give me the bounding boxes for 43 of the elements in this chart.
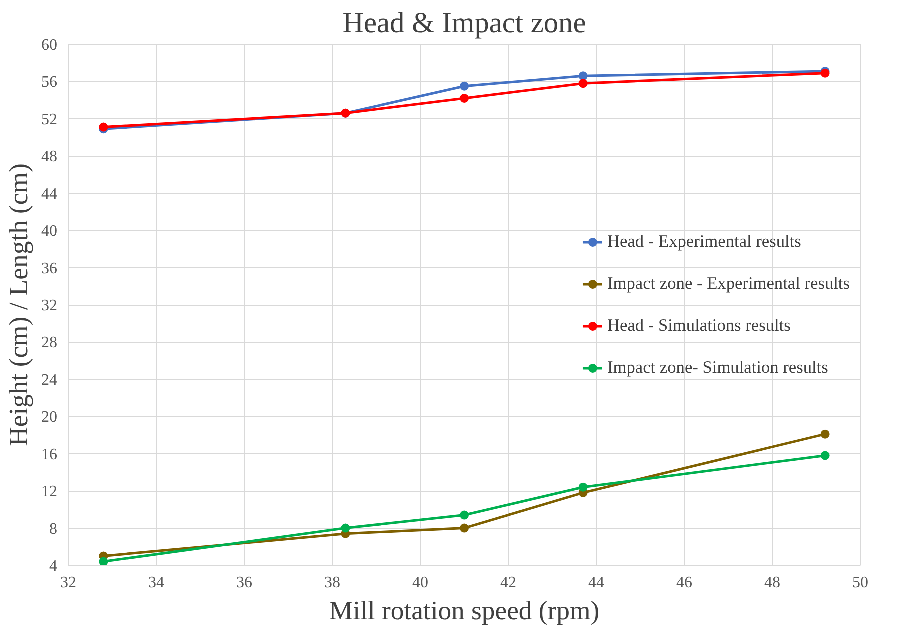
point	[578, 79, 588, 88]
x-tick-label: 44	[588, 574, 604, 592]
y-tick-label: 4	[50, 558, 58, 575]
legend-label: Impact zone- Simulation results	[607, 358, 828, 378]
x-tick-label: 38	[324, 574, 340, 592]
point	[460, 94, 469, 103]
x-tick-label: 36	[236, 574, 252, 592]
y-tick-label: 8	[50, 520, 58, 538]
point	[578, 72, 588, 81]
y-tick-label: 60	[42, 37, 58, 54]
y-tick-label: 56	[42, 74, 58, 92]
y-tick-label: 36	[42, 260, 58, 278]
y-tick-label: 32	[42, 298, 58, 314]
point	[341, 524, 350, 533]
point	[460, 82, 469, 91]
y-axis-title: Height (cm) / Length (cm)	[4, 164, 34, 446]
y-tick-label: 28	[42, 334, 58, 352]
chart-title: Head & Impact zone	[342, 8, 586, 40]
point	[578, 482, 588, 492]
point	[820, 451, 830, 460]
point	[460, 524, 469, 533]
x-tick-label: 34	[148, 574, 164, 592]
x-tick-label: 40	[412, 574, 428, 592]
y-tick-label: 44	[42, 186, 58, 203]
y-tick-label: 40	[42, 223, 58, 240]
y-tick-label: 16	[42, 446, 58, 464]
legend-label: Head - Simulations results	[607, 316, 791, 336]
x-tick-label: 48	[764, 574, 780, 592]
y-tick-label: 12	[42, 484, 58, 501]
x-tick-label: 42	[500, 574, 516, 592]
legend-label: Impact zone - Experimental results	[607, 274, 850, 294]
x-tick-label: 32	[60, 574, 76, 592]
x-axis-title: Mill rotation speed (rpm)	[329, 596, 600, 626]
x-tick-label: 46	[676, 574, 692, 592]
y-tick-label: 20	[42, 409, 58, 426]
point	[820, 430, 830, 439]
x-tick-label: 50	[852, 574, 868, 592]
point	[99, 557, 108, 566]
y-tick-label: 24	[42, 372, 58, 389]
y-tick-label: 52	[42, 111, 58, 128]
legend-label: Head - Experimental results	[607, 232, 802, 252]
y-tick-label: 48	[42, 148, 58, 166]
point	[460, 510, 469, 520]
